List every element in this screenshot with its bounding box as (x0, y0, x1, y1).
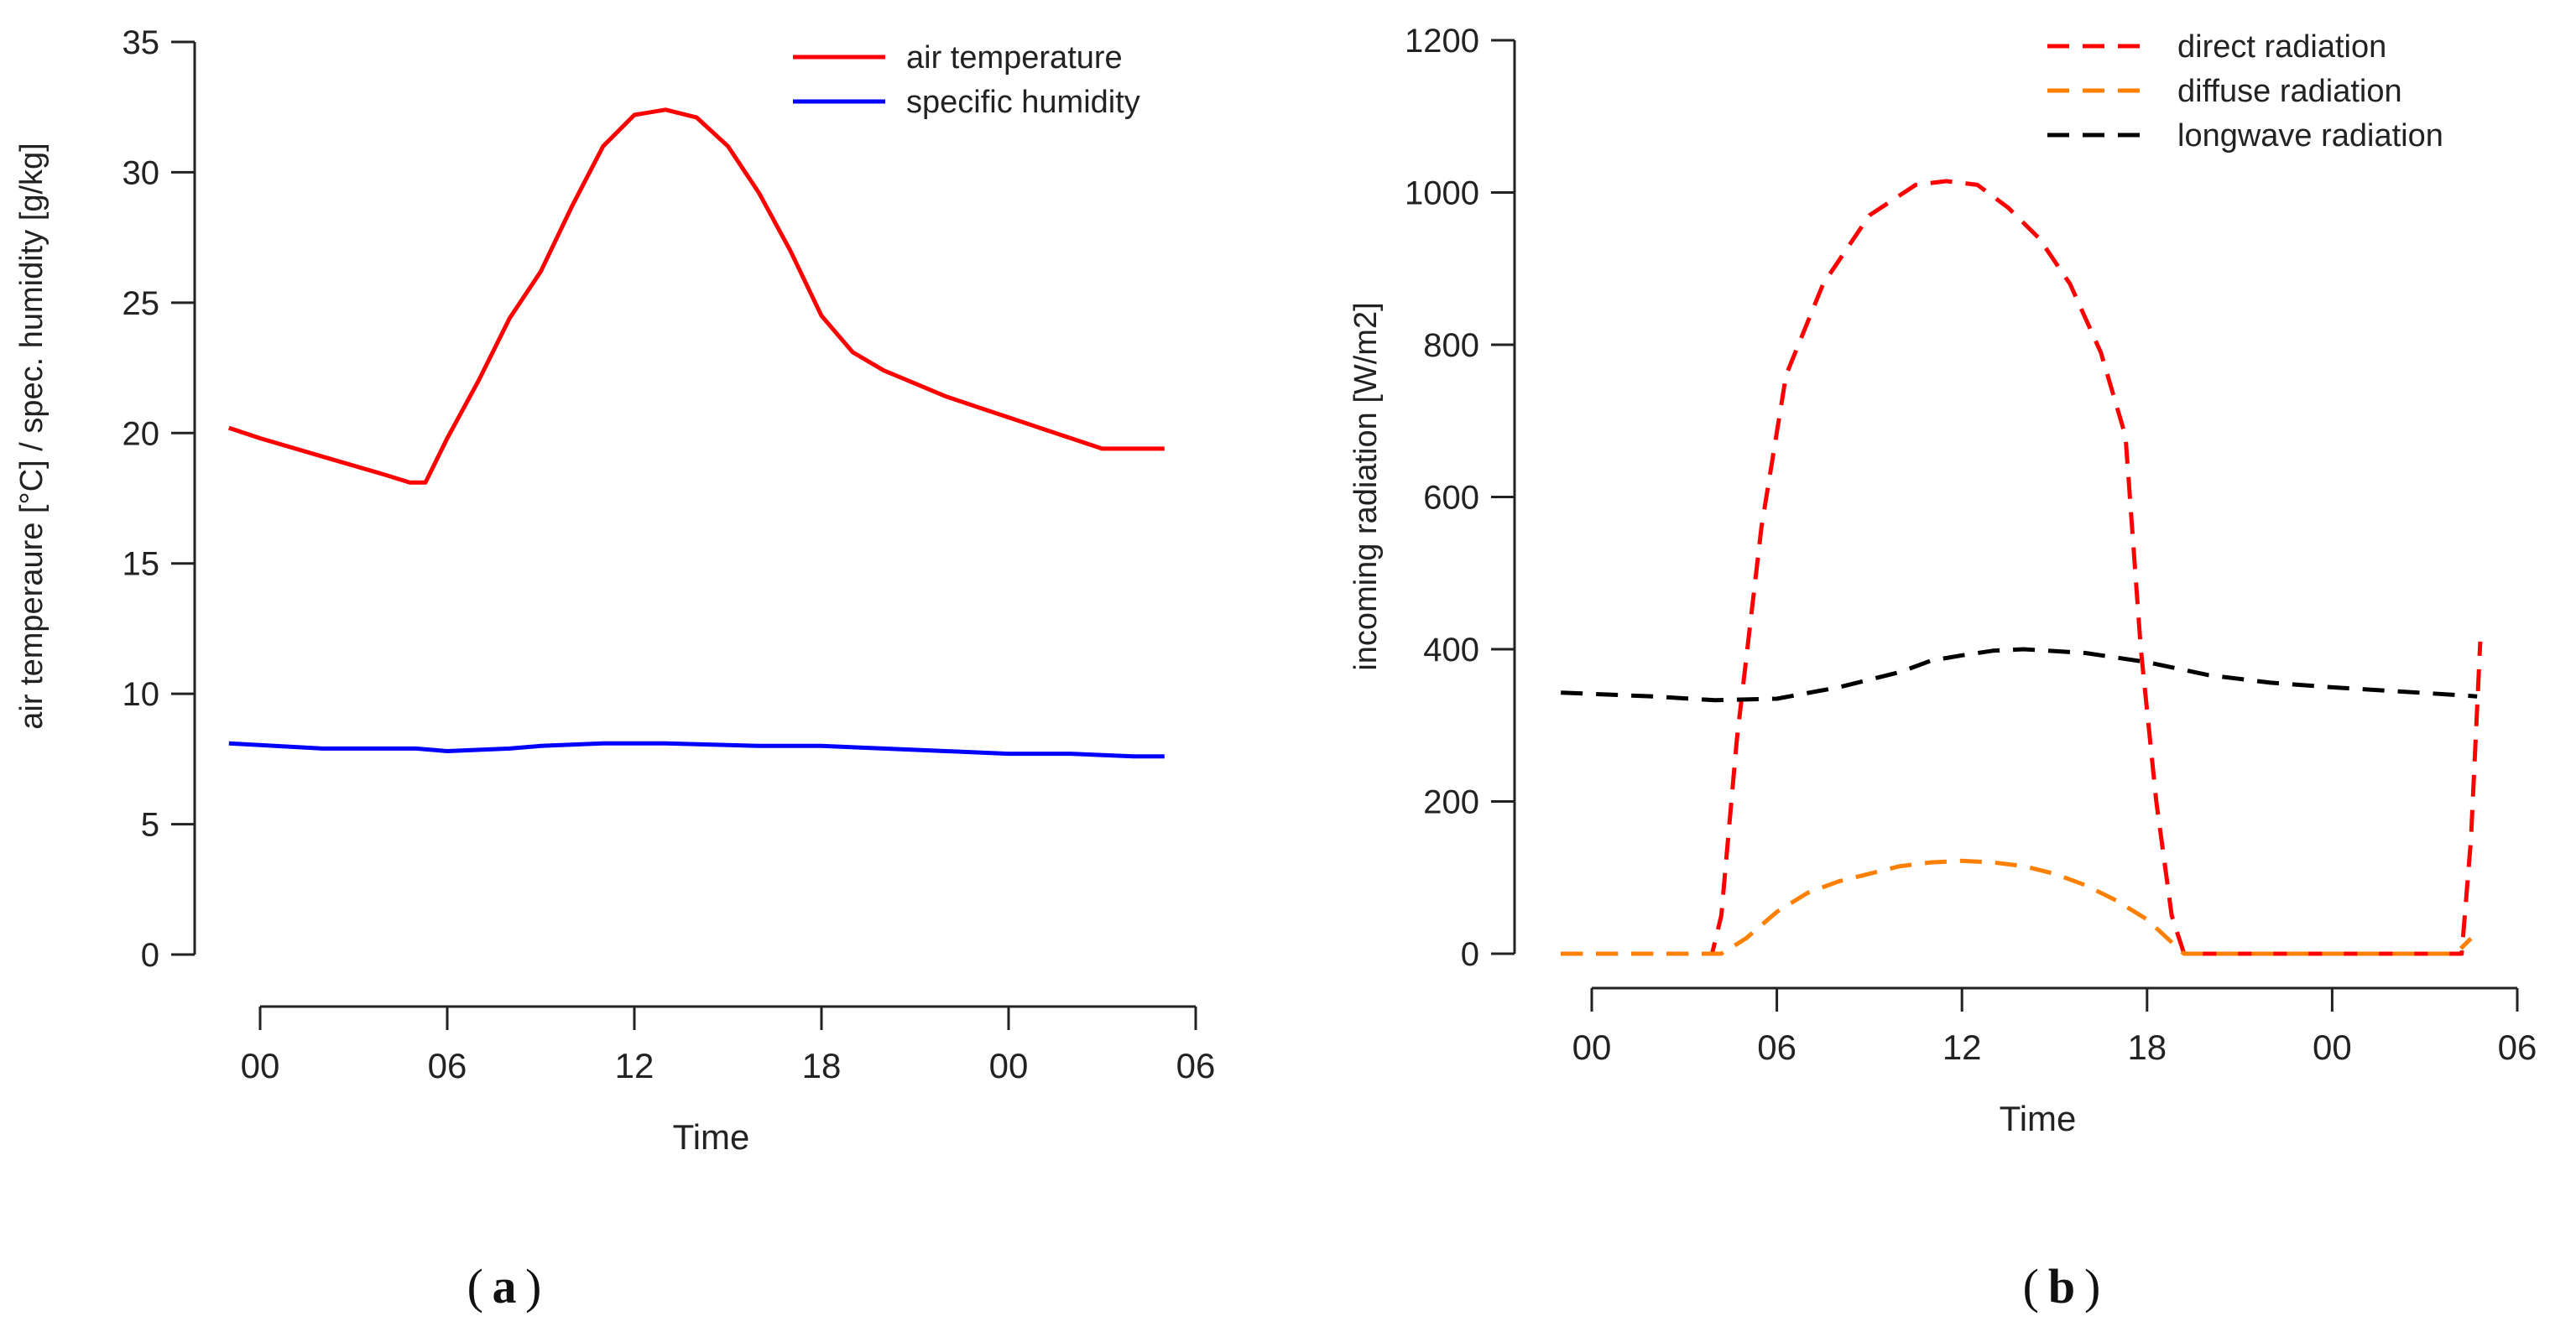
series-line-specific-humidity (228, 741, 1165, 759)
svg-text:): ) (2084, 1259, 2100, 1314)
svg-text:(: ( (2023, 1259, 2039, 1314)
series-line-air-temperature (228, 107, 1165, 485)
y-tick-label: 10 (123, 676, 160, 713)
y-tick-label: 0 (1461, 936, 1479, 973)
x-tick-label: 00 (1572, 1028, 1612, 1067)
caption-a: ( a ) (467, 1259, 542, 1314)
y-tick-label: 400 (1423, 632, 1479, 669)
series-line-diffuse-radiation (1561, 858, 2473, 956)
y-tick-label: 35 (123, 24, 160, 61)
y-axis-title: incoming radiation [W/m2] (1348, 302, 1384, 670)
y-tick-label: 1200 (1405, 23, 1479, 60)
x-tick-label: 18 (2127, 1028, 2167, 1067)
x-tick-label: 00 (241, 1046, 280, 1085)
x-axis-title: Time (673, 1117, 750, 1157)
legend-label: specific humidity (906, 85, 1140, 120)
x-tick-label: 12 (615, 1046, 654, 1085)
x-tick-label: 06 (2498, 1028, 2537, 1067)
x-tick-label: 00 (2313, 1028, 2352, 1067)
x-tick-label: 06 (428, 1046, 467, 1085)
x-tick-label: 06 (1176, 1046, 1216, 1085)
svg-text:(: ( (467, 1259, 483, 1314)
y-tick-label: 25 (123, 285, 160, 322)
y-tick-label: 5 (141, 807, 159, 844)
series-line-longwave-radiation (1561, 647, 2478, 703)
legend: air temperature specific humidity (793, 40, 1140, 120)
legend: direct radiation diffuse radiation longwav… (2047, 29, 2443, 153)
y-tick-label: 15 (123, 546, 160, 583)
legend-label: direct radiation (2177, 29, 2386, 65)
y-axis-title: air temperaure [°C] / spec. humidity [g/… (14, 143, 50, 729)
y-tick-label: 600 (1423, 480, 1479, 517)
caption-b-letter: b (2048, 1259, 2075, 1314)
x-tick-label: 18 (802, 1046, 842, 1085)
legend-label: air temperature (906, 40, 1123, 75)
x-tick-label: 06 (1757, 1028, 1796, 1067)
chart-panel-a: 0 5 10 15 20 25 30 35 00 06 12 18 00 06 Time air temper… (14, 24, 1215, 1157)
svg-text:): ) (525, 1259, 541, 1314)
y-tick-label: 30 (123, 154, 160, 191)
x-axis-title: Time (2000, 1099, 2077, 1138)
y-tick-label: 1000 (1405, 175, 1479, 212)
legend-label: diffuse radiation (2177, 74, 2402, 109)
y-tick-label: 20 (123, 415, 160, 452)
y-tick-label: 0 (141, 937, 159, 974)
caption-b: ( b ) (2023, 1259, 2101, 1314)
chart-panel-b: 0 200 400 600 800 1000 1200 00 06 12 18 00 06 Time inc… (1348, 23, 2537, 1138)
legend-label: longwave radiation (2177, 118, 2443, 153)
x-tick-label: 12 (1942, 1028, 1982, 1067)
caption-a-letter: a (493, 1259, 517, 1314)
y-tick-label: 800 (1423, 327, 1479, 364)
y-tick-label: 200 (1423, 784, 1479, 821)
x-tick-label: 00 (989, 1046, 1029, 1085)
series-line-direct-radiation (1561, 179, 2483, 956)
